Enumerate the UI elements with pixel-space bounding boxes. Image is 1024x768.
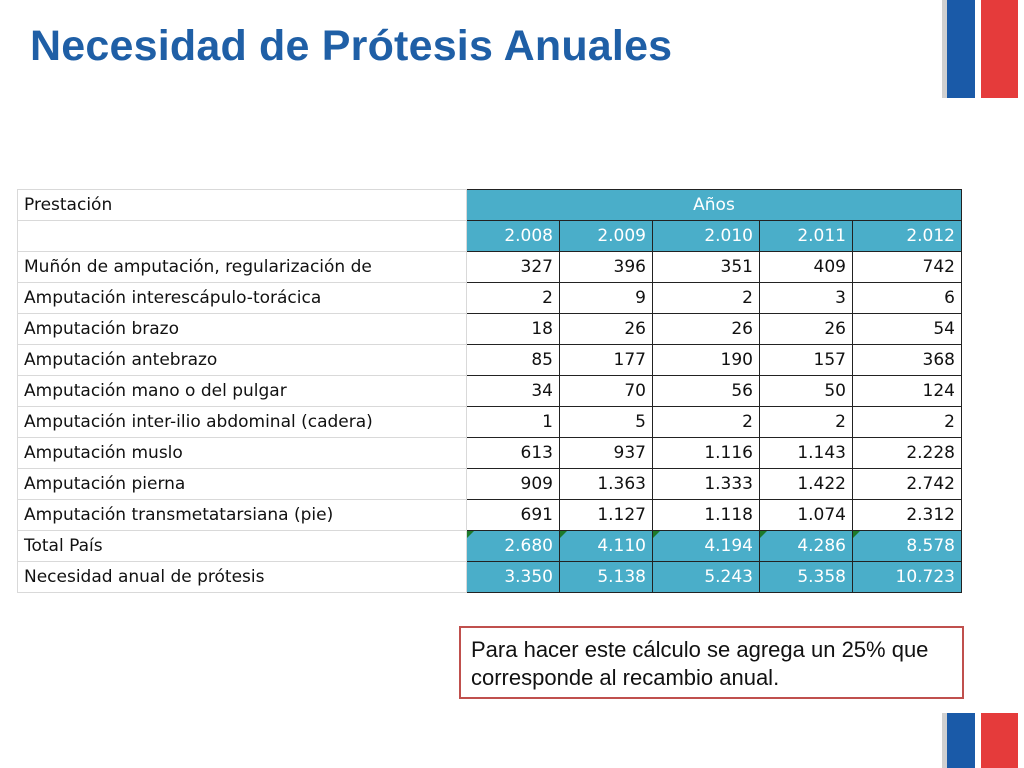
value-cell: 409: [759, 251, 853, 283]
row-label: Total País: [17, 530, 467, 562]
column-header-prestacion: Prestación: [17, 189, 467, 221]
value-cell: 1.143: [759, 437, 853, 469]
row-label: Muñón de amputación, regularización de: [17, 251, 467, 283]
year-cell: 2.010: [652, 220, 760, 252]
row-label: Amputación pierna: [17, 468, 467, 500]
value-cell: 2.312: [852, 499, 962, 531]
value-cell: 1.422: [759, 468, 853, 500]
value-cell: 5.243: [652, 561, 760, 593]
value-cell: 6: [852, 282, 962, 314]
value-cell: 26: [759, 313, 853, 345]
table-years-row: 2.008 2.009 2.010 2.011 2.012: [17, 220, 962, 252]
value-cell: 34: [466, 375, 560, 407]
value-cell: 70: [559, 375, 653, 407]
value-cell: 1.363: [559, 468, 653, 500]
value-cell: 5.358: [759, 561, 853, 593]
prosthesis-table: Prestación Años 2.008 2.009 2.010 2.011 …: [17, 189, 962, 593]
row-label: Necesidad anual de prótesis: [17, 561, 467, 593]
value-cell: 2: [652, 406, 760, 438]
empty-label-cell: [17, 220, 467, 252]
row-label: Amputación antebrazo: [17, 344, 467, 376]
value-cell: 2: [759, 406, 853, 438]
value-cell: 1.074: [759, 499, 853, 531]
table-row-need: Necesidad anual de prótesis 3.350 5.138 …: [17, 561, 962, 593]
value-cell: 742: [852, 251, 962, 283]
value-cell: 351: [652, 251, 760, 283]
table-row-total: Total País 2.680 4.110 4.194 4.286 8.578: [17, 530, 962, 562]
table-row: Amputación interescápulo-torácica 2 9 2 3 6: [17, 282, 962, 314]
value-cell: 10.723: [852, 561, 962, 593]
value-cell: 9: [559, 282, 653, 314]
value-cell: 157: [759, 344, 853, 376]
table-row: Muñón de amputación, regularización de 32…: [17, 251, 962, 283]
value-cell: 4.286: [759, 530, 853, 562]
value-cell: 177: [559, 344, 653, 376]
row-label: Amputación transmetatarsiana (pie): [17, 499, 467, 531]
value-cell: 1.118: [652, 499, 760, 531]
value-cell: 56: [652, 375, 760, 407]
table-row: Amputación antebrazo 85 177 190 157 368: [17, 344, 962, 376]
table-header-row: Prestación Años: [17, 189, 962, 221]
value-cell: 691: [466, 499, 560, 531]
table-row: Amputación muslo 613 937 1.116 1.143 2.228: [17, 437, 962, 469]
value-cell: 4.110: [559, 530, 653, 562]
value-cell: 8.578: [852, 530, 962, 562]
row-label: Amputación brazo: [17, 313, 467, 345]
value-cell: 26: [652, 313, 760, 345]
value-cell: 2: [466, 282, 560, 314]
table-row: Amputación transmetatarsiana (pie) 691 1.1…: [17, 499, 962, 531]
row-label: Amputación mano o del pulgar: [17, 375, 467, 407]
value-cell: 396: [559, 251, 653, 283]
value-cell: 4.194: [652, 530, 760, 562]
year-cell: 2.011: [759, 220, 853, 252]
value-cell: 1.116: [652, 437, 760, 469]
value-cell: 190: [652, 344, 760, 376]
value-cell: 50: [759, 375, 853, 407]
value-cell: 3.350: [466, 561, 560, 593]
slide-title: Necesidad de Prótesis Anuales: [30, 22, 673, 70]
value-cell: 5: [559, 406, 653, 438]
value-cell: 1: [466, 406, 560, 438]
column-header-years: Años: [466, 189, 962, 221]
year-cell: 2.008: [466, 220, 560, 252]
value-cell: 327: [466, 251, 560, 283]
value-cell: 1.333: [652, 468, 760, 500]
value-cell: 2.742: [852, 468, 962, 500]
value-cell: 937: [559, 437, 653, 469]
value-cell: 54: [852, 313, 962, 345]
value-cell: 613: [466, 437, 560, 469]
value-cell: 2: [852, 406, 962, 438]
value-cell: 368: [852, 344, 962, 376]
value-cell: 2: [652, 282, 760, 314]
year-cell: 2.012: [852, 220, 962, 252]
row-label: Amputación interescápulo-torácica: [17, 282, 467, 314]
table-row: Amputación brazo 18 26 26 26 54: [17, 313, 962, 345]
flag-decoration-top: [942, 0, 1018, 98]
value-cell: 2.228: [852, 437, 962, 469]
row-label: Amputación inter-ilio abdominal (cadera): [17, 406, 467, 438]
value-cell: 909: [466, 468, 560, 500]
year-cell: 2.009: [559, 220, 653, 252]
row-label: Amputación muslo: [17, 437, 467, 469]
value-cell: 26: [559, 313, 653, 345]
note-box: Para hacer este cálculo se agrega un 25%…: [459, 626, 964, 699]
value-cell: 124: [852, 375, 962, 407]
value-cell: 85: [466, 344, 560, 376]
value-cell: 2.680: [466, 530, 560, 562]
table-row: Amputación mano o del pulgar 34 70 56 50 124: [17, 375, 962, 407]
value-cell: 18: [466, 313, 560, 345]
value-cell: 3: [759, 282, 853, 314]
table-row: Amputación pierna 909 1.363 1.333 1.422 2.742: [17, 468, 962, 500]
flag-decoration-bottom: [942, 713, 1018, 768]
value-cell: 1.127: [559, 499, 653, 531]
value-cell: 5.138: [559, 561, 653, 593]
table-row: Amputación inter-ilio abdominal (cadera)…: [17, 406, 962, 438]
